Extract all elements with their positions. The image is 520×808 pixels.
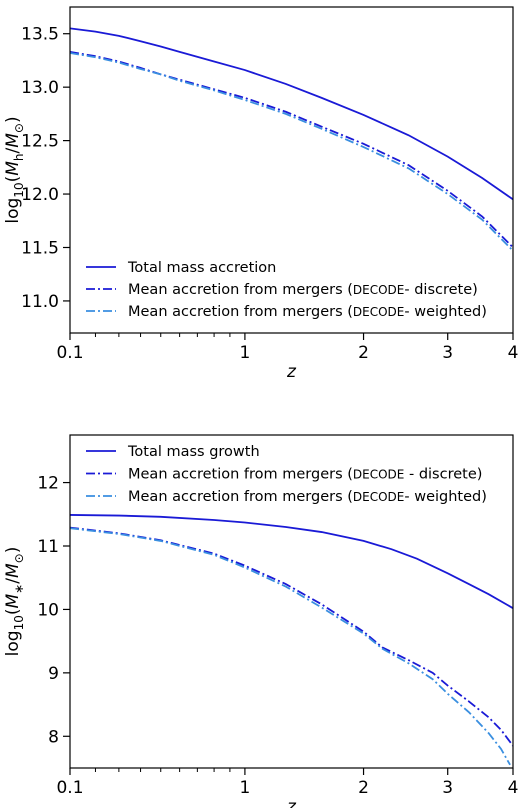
series-line-2 (70, 51, 513, 249)
x-tick-label: 4 (508, 343, 519, 363)
x-tick-label: 0.1 (56, 343, 83, 363)
plot-frame (69, 434, 514, 769)
legend-label: Mean accretion from mergers (DECODE- wei… (128, 489, 487, 505)
y-tick-label: 12.0 (21, 185, 59, 205)
y-tick-label: 12 (37, 474, 59, 494)
y-tick-label: 10 (37, 600, 59, 620)
y-tick-label: 12.5 (21, 132, 59, 152)
x-axis-label: z (286, 797, 297, 808)
series-line-3 (70, 527, 511, 766)
x-tick-label: 2 (358, 343, 369, 363)
legend-label: Total mass accretion (127, 260, 276, 276)
x-tick-label: 2 (358, 778, 369, 798)
y-tick-label: 11 (37, 537, 59, 557)
chart-panel-1: 0.1 1 2 3 4 11.0 11.5 12.0 12.5 13.0 13.5 z log10(Mh… (3, 6, 519, 382)
series-line-1 (70, 514, 513, 609)
series-line-1 (70, 27, 513, 201)
x-axis-label: z (286, 362, 297, 382)
x-tick-label: 4 (508, 778, 519, 798)
y-axis-label: log10(M∗/M⊙) (3, 547, 26, 657)
x-tick-label: 1 (239, 343, 250, 363)
y-tick-label: 8 (48, 727, 59, 747)
y-tick-label: 9 (48, 664, 59, 684)
series-line-2 (70, 526, 513, 747)
legend-label: Mean accretion from mergers (DECODE- dis… (128, 282, 478, 298)
x-tick-label: 0.1 (56, 778, 83, 798)
y-tick-label: 13.5 (21, 25, 59, 45)
x-tick-label: 1 (239, 778, 250, 798)
y-tick-label: 11.0 (21, 292, 59, 312)
y-tick-label: 11.5 (21, 238, 59, 258)
x-tick-label: 3 (442, 778, 453, 798)
x-tick-label: 3 (442, 343, 453, 363)
legend-label: Mean accretion from mergers (DECODE- wei… (128, 304, 487, 320)
y-axis-label: log10(Mh/M⊙) (3, 116, 26, 223)
legend: Total mass growth Mean accretion from mer… (86, 444, 487, 505)
legend-label: Total mass growth (127, 444, 260, 460)
series-line-3 (70, 52, 513, 252)
plot-frame (69, 6, 514, 334)
y-tick-label: 13.0 (21, 78, 59, 98)
legend-label: Mean accretion from mergers (DECODE - di… (128, 467, 482, 483)
legend: Total mass accretion Mean accretion from … (86, 260, 487, 320)
